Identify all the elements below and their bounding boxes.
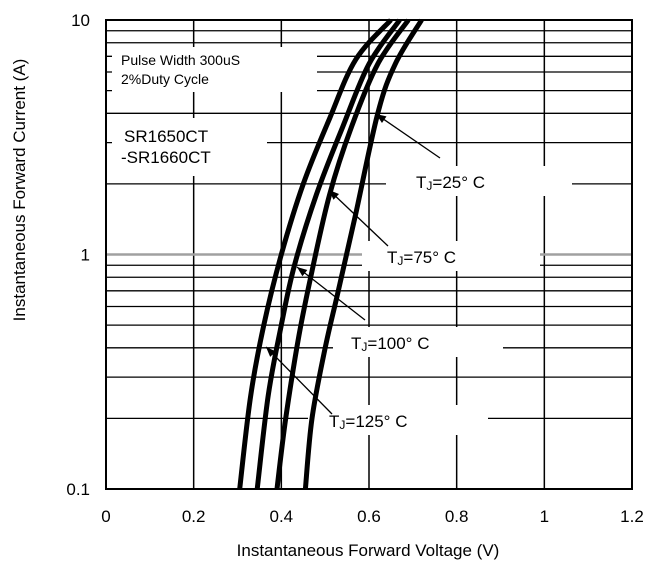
duty-cycle-text: 2%Duty Cycle bbox=[121, 71, 209, 87]
series-curve-2 bbox=[254, 18, 402, 490]
series-labels: TJ=25° C TJ=75° C TJ=100° C TJ=125° C bbox=[329, 173, 485, 432]
leader-line-2 bbox=[296, 266, 366, 321]
leader-arrowhead-0 bbox=[376, 114, 387, 123]
y-tick-label: 10 bbox=[71, 11, 90, 30]
leader-arrowhead-3 bbox=[266, 347, 276, 357]
series-curve-0 bbox=[302, 18, 424, 490]
series-label-1: TJ=75° C bbox=[387, 248, 456, 268]
series-label-0: TJ=25° C bbox=[416, 173, 485, 193]
y-axis-title: Instantaneous Forward Current (A) bbox=[10, 59, 29, 322]
curves bbox=[237, 18, 424, 490]
leader-arrowhead-1 bbox=[329, 190, 340, 200]
series-curve-1 bbox=[274, 18, 411, 490]
x-tick-label: 0.6 bbox=[357, 507, 381, 526]
label-background bbox=[112, 118, 267, 176]
label-background bbox=[308, 405, 488, 435]
label-background bbox=[112, 47, 317, 92]
x-tick-label: 0.2 bbox=[182, 507, 206, 526]
series-label-3: TJ=125° C bbox=[329, 412, 407, 432]
x-tick-label: 0.8 bbox=[445, 507, 469, 526]
leader-line-1 bbox=[328, 189, 389, 247]
label-backgrounds bbox=[112, 47, 572, 435]
series-curve-3 bbox=[237, 18, 393, 490]
plot-frame bbox=[105, 19, 633, 490]
x-tick-label: 1 bbox=[540, 507, 549, 526]
leader-line-0 bbox=[375, 113, 441, 159]
annotations: Pulse Width 300uS 2%Duty Cycle SR1650CT … bbox=[121, 52, 240, 167]
leader-line-3 bbox=[265, 346, 333, 415]
series-label-2: TJ=100° C bbox=[351, 334, 429, 354]
x-tick-label: 0.4 bbox=[270, 507, 294, 526]
label-background bbox=[362, 241, 540, 271]
part-number-line1: SR1650CT bbox=[124, 127, 208, 146]
label-background bbox=[386, 166, 572, 196]
x-tick-label: 0 bbox=[101, 507, 110, 526]
x-axis-title: Instantaneous Forward Voltage (V) bbox=[237, 541, 500, 560]
tick-labels: 0 0.2 0.4 0.6 0.8 1 1.2 0.1 1 10 bbox=[66, 11, 643, 526]
pulse-width-text: Pulse Width 300uS bbox=[121, 52, 240, 68]
part-number-line2: -SR1660CT bbox=[121, 148, 211, 167]
x-tick-label: 1.2 bbox=[620, 507, 644, 526]
y-tick-label: 1 bbox=[81, 246, 90, 265]
leader-arrowhead-2 bbox=[297, 267, 308, 277]
y-tick-label: 0.1 bbox=[66, 480, 90, 499]
leader-lines bbox=[265, 113, 441, 415]
label-background bbox=[333, 327, 503, 357]
